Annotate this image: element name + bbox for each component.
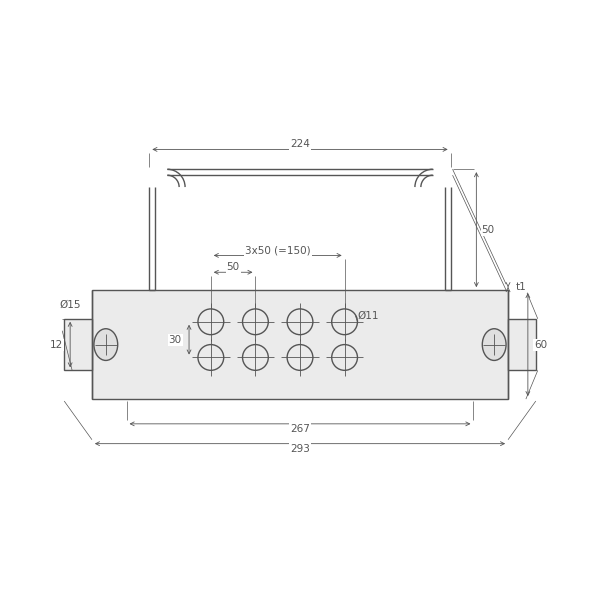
- Bar: [92, 290, 508, 399]
- Text: 267: 267: [290, 424, 310, 434]
- Text: Ø11: Ø11: [358, 311, 379, 321]
- Text: 3x50 (=150): 3x50 (=150): [245, 245, 311, 256]
- Bar: [64, 319, 92, 370]
- Text: 30: 30: [169, 335, 182, 344]
- Text: 293: 293: [290, 443, 310, 454]
- Text: Ø15: Ø15: [59, 300, 81, 310]
- Ellipse shape: [94, 329, 118, 361]
- Text: t1: t1: [515, 282, 526, 292]
- Text: 50: 50: [482, 224, 495, 235]
- Text: 224: 224: [290, 139, 310, 149]
- Text: 12: 12: [50, 340, 63, 350]
- Text: 50: 50: [227, 262, 239, 272]
- Text: 60: 60: [534, 340, 547, 350]
- Bar: [508, 319, 536, 370]
- Ellipse shape: [482, 329, 506, 361]
